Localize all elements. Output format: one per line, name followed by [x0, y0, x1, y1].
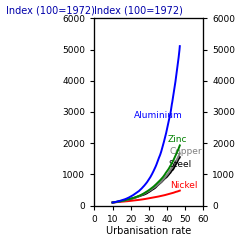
Text: Copper: Copper: [170, 147, 202, 156]
Text: Zinc: Zinc: [168, 135, 187, 144]
Text: Aluminium: Aluminium: [134, 111, 183, 120]
Text: Nickel: Nickel: [170, 182, 197, 190]
X-axis label: Urbanisation rate: Urbanisation rate: [106, 227, 192, 236]
Text: Index (100=1972): Index (100=1972): [94, 6, 183, 15]
Text: Index (100=1972): Index (100=1972): [6, 6, 94, 15]
Text: Steel: Steel: [168, 160, 191, 169]
